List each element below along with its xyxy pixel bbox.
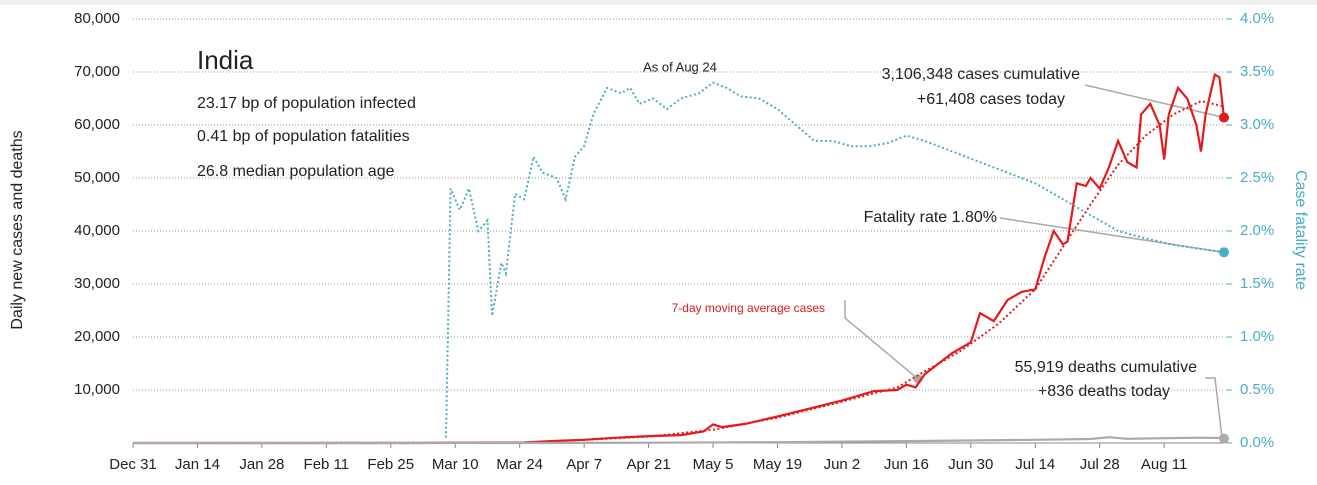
series-label: 7-day moving average cases [672, 301, 825, 315]
x-tick-label: May 19 [753, 456, 802, 473]
y2-tick-label: 1.0% [1240, 328, 1274, 345]
y2-tick-label: 4.0% [1240, 10, 1274, 27]
y-tick-label: 80,000 [74, 10, 120, 27]
end-point [1219, 112, 1229, 123]
x-tick-label: Aug 11 [1141, 456, 1187, 473]
y2-tick-label: 2.5% [1240, 169, 1274, 186]
y2-tick-label: 2.0% [1240, 222, 1274, 239]
x-tick-label: Jul 14 [1015, 456, 1055, 473]
as-of-label: As of Aug 24 [643, 59, 717, 74]
stat-line: 23.17 bp of population infected [197, 95, 416, 112]
x-tick-label: Mar 24 [496, 456, 543, 473]
leader-line [1084, 84, 1223, 118]
x-tick-label: Mar 10 [432, 456, 479, 473]
x-tick-label: Jan 14 [175, 456, 220, 473]
x-tick-label: Feb 25 [367, 456, 414, 473]
series-line [133, 436, 1225, 445]
y2-tick-label: 0.5% [1240, 381, 1274, 398]
stat-line: 26.8 median population age [197, 163, 395, 180]
y-tick-label: 10,000 [74, 381, 120, 398]
end-point [1219, 247, 1229, 258]
x-tick-label: Jul 28 [1080, 456, 1120, 473]
x-tick-label: Jun 16 [884, 456, 929, 473]
y-tick-label: 30,000 [74, 275, 120, 292]
y2-tick-label: 3.5% [1240, 63, 1274, 80]
deaths-today: +836 deaths today [1038, 383, 1170, 400]
y-tick-label: 20,000 [74, 328, 120, 345]
fatality-rate: Fatality rate 1.80% [864, 209, 997, 226]
series-line [132, 100, 1225, 444]
y-tick-label: 70,000 [74, 63, 120, 80]
deaths-cumulative: 55,919 deaths cumulative [1015, 359, 1197, 376]
y-tick-label: 60,000 [74, 116, 120, 133]
country-title: India [197, 45, 254, 75]
x-tick-label: Jun 30 [948, 456, 993, 473]
x-tick-label: Feb 11 [304, 456, 350, 473]
cases-cumulative: 3,106,348 cases cumulative [882, 66, 1080, 83]
x-tick-label: Apr 21 [626, 456, 670, 473]
x-tick-label: Jun 2 [824, 456, 861, 473]
leader-line [844, 300, 919, 380]
x-tick-label: Jan 28 [239, 456, 284, 473]
y2-tick-label: 3.0% [1240, 116, 1274, 133]
y-tick-label: 50,000 [74, 169, 120, 186]
y2-tick-label: 0.0% [1240, 434, 1274, 451]
end-point [1219, 433, 1229, 444]
x-tick-label: Dec 31 [109, 456, 157, 473]
x-tick-label: Apr 7 [566, 456, 602, 473]
top-band [0, 0, 1317, 5]
leader-line [1205, 377, 1223, 439]
y-axis-label: Daily new cases and deaths [9, 130, 26, 329]
y2-tick-label: 1.5% [1240, 275, 1274, 292]
series-line [133, 72, 1226, 445]
cases-today: +61,408 cases today [917, 91, 1065, 108]
series-line [445, 81, 1225, 438]
stat-line: 0.41 bp of population fatalities [197, 128, 410, 145]
y2-axis-label: Case fatality rate [1292, 170, 1309, 290]
x-tick-label: May 5 [693, 456, 734, 473]
leader-line [999, 217, 1223, 253]
y-tick-label: 40,000 [74, 222, 120, 239]
